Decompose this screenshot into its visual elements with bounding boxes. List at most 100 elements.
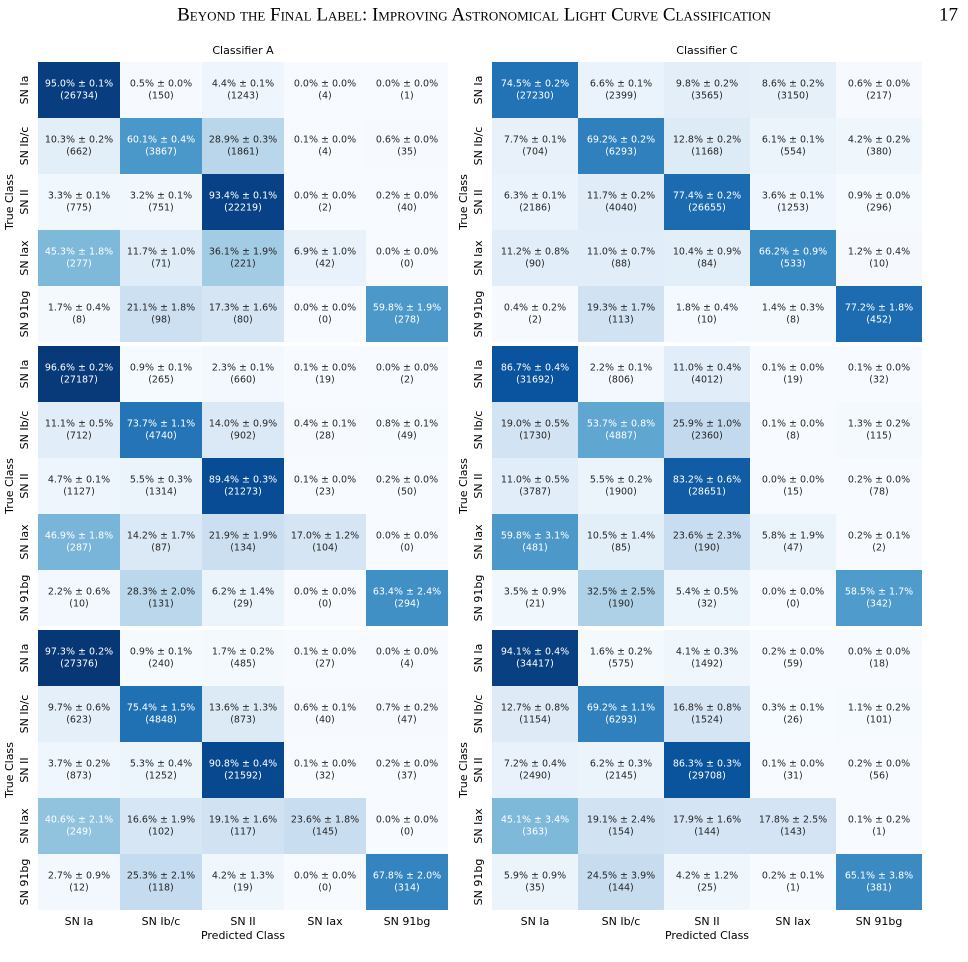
cell-count-label: (18) [869,659,889,670]
running-title: Beyond the Final Label: Improving Astron… [177,4,771,25]
cell-count-label: (101) [866,715,892,726]
cell-count-label: (4) [400,659,413,670]
cell-count-label: (6293) [605,147,637,158]
cell-count-label: (1168) [691,147,723,158]
cell-count-label: (190) [608,599,634,610]
cell-count-label: (190) [694,543,720,554]
cell-count-label: (1) [786,883,799,894]
x-tick-label: SN 91bg [384,915,431,928]
cell-count-label: (873) [230,715,256,726]
x-tick-label: SN Ia [521,915,550,928]
cell-count-label: (28) [315,431,335,442]
cell-value-label: 23.6% ± 1.8% [291,815,359,826]
page-number: 17 [939,4,958,25]
heatmap-cell [366,854,448,910]
cell-value-label: 75.4% ± 1.5% [127,703,195,714]
cell-count-label: (662) [66,147,92,158]
heatmap-cell [578,118,664,174]
heatmap-cell [836,798,922,854]
cell-count-label: (28651) [688,487,726,498]
cell-count-label: (26734) [60,91,98,102]
heatmap-cell [664,570,750,626]
cell-count-label: (712) [66,431,92,442]
cell-count-label: (751) [148,203,174,214]
cell-count-label: (2490) [519,771,551,782]
heatmap-cell [836,854,922,910]
heatmap-cell [492,458,578,514]
heatmap-cell [38,630,120,686]
cell-value-label: 5.3% ± 0.4% [130,759,192,770]
cell-count-label: (221) [230,259,256,270]
cell-count-label: (47) [397,715,417,726]
y-tick-label: SN Ib/c [18,411,31,450]
heatmap-cell [836,346,922,402]
cell-count-label: (87) [151,543,171,554]
cell-value-label: 21.1% ± 1.8% [127,303,195,314]
cell-count-label: (452) [866,315,892,326]
cell-value-label: 6.2% ± 1.4% [212,587,274,598]
heatmap-cell [202,402,284,458]
cell-count-label: (21273) [224,487,262,498]
cell-count-label: (40) [315,715,335,726]
cell-value-label: 8.6% ± 0.2% [762,79,824,90]
y-tick-label: SN Ia [472,360,485,389]
heatmap-cell [366,570,448,626]
x-axis-label: Predicted Class [201,929,285,942]
cell-value-label: 11.2% ± 0.8% [501,247,569,258]
cell-value-label: 19.1% ± 1.6% [209,815,277,826]
cell-value-label: 3.2% ± 0.1% [130,191,192,202]
cell-value-label: 4.7% ± 0.1% [48,475,110,486]
y-axis-label: True Class [3,742,16,799]
cell-value-label: 23.6% ± 2.3% [673,531,741,542]
cell-count-label: (115) [866,431,892,442]
heatmap-cell [366,346,448,402]
heatmap-cell [366,458,448,514]
cell-count-label: (117) [230,827,256,838]
heatmap-cell [578,686,664,742]
cell-count-label: (314) [394,883,420,894]
cell-count-label: (217) [866,91,892,102]
cell-count-label: (0) [318,315,331,326]
heatmap-cell [366,402,448,458]
cell-value-label: 6.3% ± 0.1% [504,191,566,202]
cell-value-label: 9.7% ± 0.6% [48,703,110,714]
cell-count-label: (380) [866,147,892,158]
heatmap-cell [664,346,750,402]
cell-count-label: (4) [318,91,331,102]
cell-count-label: (3150) [777,91,809,102]
heatmap-cell [202,798,284,854]
cell-count-label: (32) [869,375,889,386]
cell-value-label: 0.0% ± 0.0% [294,191,356,202]
heatmap-cell [836,230,922,286]
heatmap-cell [664,630,750,686]
cell-value-label: 16.6% ± 1.9% [127,815,195,826]
cell-count-label: (8) [786,315,799,326]
cell-count-label: (145) [312,827,338,838]
heatmap-cell [578,230,664,286]
heatmap-cell [492,346,578,402]
cell-value-label: 0.1% ± 0.0% [762,363,824,374]
cell-value-label: 6.2% ± 0.3% [590,759,652,770]
heatmap-cell [492,62,578,118]
cell-value-label: 4.2% ± 1.2% [676,871,738,882]
cell-count-label: (131) [148,599,174,610]
cell-count-label: (0) [400,827,413,838]
heatmap-cell [492,286,578,342]
cell-value-label: 0.2% ± 0.1% [762,871,824,882]
heatmap-cell [202,570,284,626]
x-tick-label: SN Ib/c [602,915,641,928]
cell-count-label: (1861) [227,147,259,158]
heatmap-cell [836,402,922,458]
cell-count-label: (660) [230,375,256,386]
cell-count-label: (6293) [605,715,637,726]
x-axis-label: Predicted Class [665,929,749,942]
cell-value-label: 5.5% ± 0.2% [590,475,652,486]
cell-count-label: (27376) [60,659,98,670]
heatmap-cell [38,570,120,626]
cell-count-label: (1) [400,91,413,102]
heatmap-cell [284,798,366,854]
cell-count-label: (4) [318,147,331,158]
heatmap-cell [120,742,202,798]
heatmap-cell [202,854,284,910]
